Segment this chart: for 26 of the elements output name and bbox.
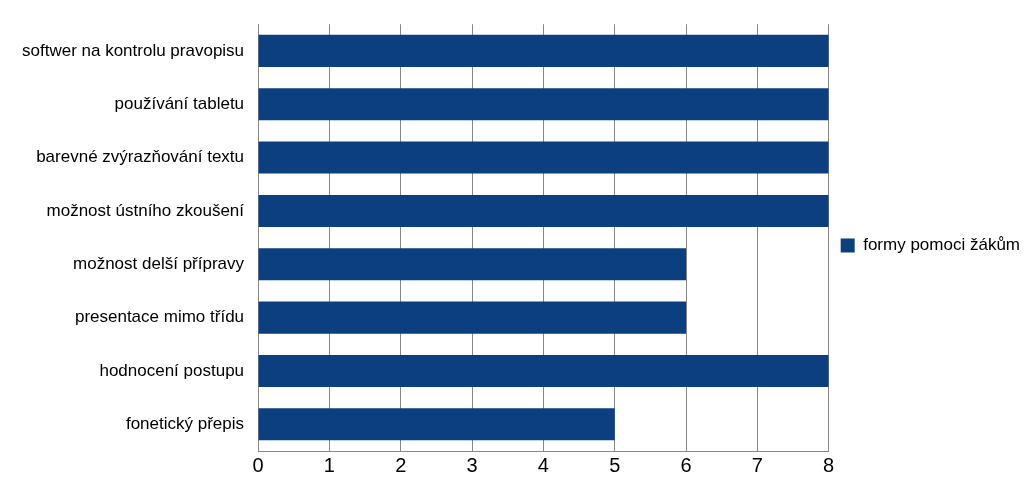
- bar: [258, 301, 687, 334]
- x-tick-label: 6: [680, 453, 692, 476]
- x-tick-label: 1: [323, 453, 335, 476]
- x-tick-label: 7: [751, 453, 763, 476]
- y-tick-label: možnost ústního zkoušení: [46, 200, 245, 220]
- y-tick-label: používání tabletu: [114, 93, 245, 113]
- bar: [258, 194, 829, 227]
- bar: [258, 88, 829, 121]
- bar: [258, 408, 615, 441]
- bar: [258, 248, 687, 281]
- x-tick-label: 5: [609, 453, 621, 476]
- x-tick-label: 3: [466, 453, 478, 476]
- bar: [258, 34, 829, 67]
- y-tick-label: hodnocení postupu: [99, 360, 245, 380]
- y-tick-label: softwer na kontrolu pravopisu: [22, 40, 245, 60]
- y-tick-label: barevné zvýrazňování textu: [36, 147, 245, 167]
- x-tick-label: 0: [252, 453, 264, 476]
- y-tick-label: fonetický přepis: [125, 414, 245, 434]
- y-tick-label: presentace mimo třídu: [74, 307, 245, 327]
- legend-label: formy pomoci žákům: [863, 235, 1021, 255]
- x-tick-label: 4: [537, 453, 549, 476]
- x-tick-label: 8: [823, 453, 835, 476]
- bar: [258, 354, 829, 387]
- y-tick-label: možnost delší přípravy: [73, 253, 245, 273]
- x-tick-label: 2: [395, 453, 407, 476]
- bar: [258, 141, 829, 174]
